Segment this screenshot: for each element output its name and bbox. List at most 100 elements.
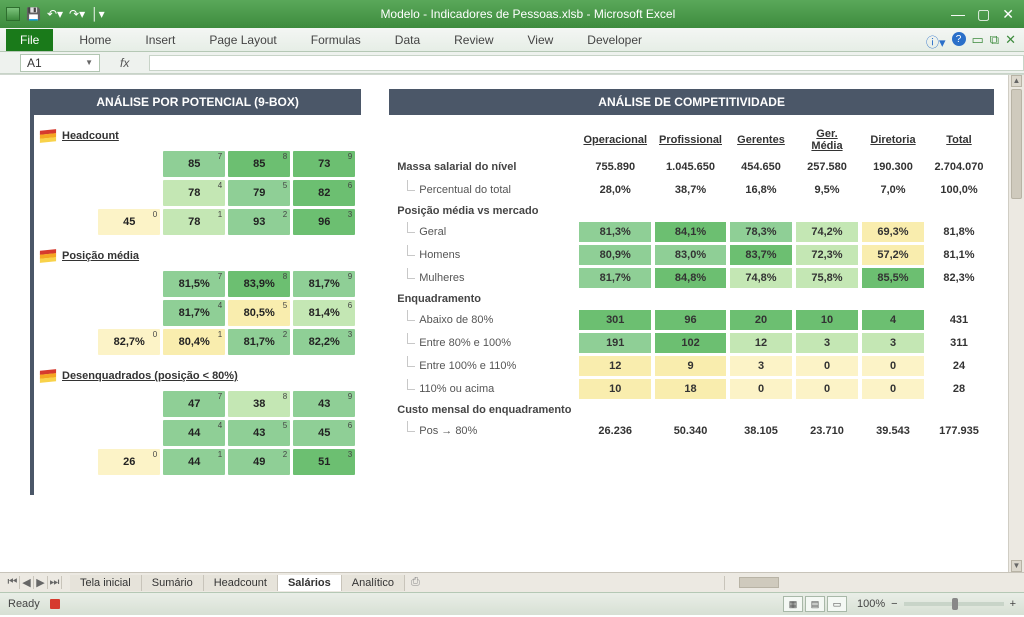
- ribbon-tab-formulas[interactable]: Formulas: [303, 29, 369, 51]
- row-total: 100,0%: [928, 180, 990, 200]
- nine-box-cell: 81,7%9: [293, 271, 355, 297]
- row-label: Homens: [393, 245, 575, 265]
- ribbon-tab-page-layout[interactable]: Page Layout: [201, 29, 284, 51]
- table-cell: 0: [796, 356, 858, 376]
- row-label: Percentual do total: [393, 180, 575, 200]
- scroll-up-icon[interactable]: ▲: [1011, 75, 1022, 87]
- table-cell: 96: [655, 310, 726, 330]
- col-header: Total: [928, 126, 990, 154]
- table-cell: 12: [579, 356, 651, 376]
- sheet-tab-headcount[interactable]: Headcount: [204, 575, 278, 591]
- ribbon-tab-view[interactable]: View: [520, 29, 562, 51]
- close-button[interactable]: ✕: [1002, 6, 1014, 23]
- maximize-button[interactable]: ▢: [977, 6, 990, 23]
- minimize-button[interactable]: —: [951, 6, 965, 22]
- row-label: Abaixo de 80%: [393, 310, 575, 330]
- row-total: 311: [928, 333, 990, 353]
- vertical-scrollbar[interactable]: ▲ ▼: [1008, 75, 1024, 572]
- undo-icon[interactable]: ↶▾: [47, 7, 63, 21]
- nine-box-cell: 492: [228, 449, 290, 475]
- table-cell: 755.890: [579, 157, 651, 177]
- formula-input[interactable]: [149, 55, 1024, 71]
- sheet-nav-prev-icon[interactable]: ◀: [20, 576, 34, 589]
- view-buttons: ▦ ▤ ▭: [783, 596, 847, 612]
- ribbon-tab-data[interactable]: Data: [387, 29, 428, 51]
- table-cell: 85,5%: [862, 268, 924, 288]
- nine-box-cell: 781: [163, 209, 225, 235]
- row-total: 431: [928, 310, 990, 330]
- redo-icon[interactable]: ↷▾: [69, 7, 85, 21]
- title-bar: 💾 ↶▾ ↷▾ │▾ Modelo - Indicadores de Pesso…: [0, 0, 1024, 28]
- save-icon[interactable]: 💾: [26, 7, 41, 21]
- qat-customize-icon[interactable]: │▾: [91, 7, 105, 21]
- scroll-thumb[interactable]: [1011, 89, 1022, 199]
- scroll-down-icon[interactable]: ▼: [1011, 560, 1022, 572]
- zoom-slider[interactable]: [904, 602, 1004, 606]
- col-header: Diretoria: [862, 126, 924, 154]
- nine-box-cell: 456: [293, 420, 355, 446]
- page-layout-view-button[interactable]: ▤: [805, 596, 825, 612]
- minimize-ribbon-icon[interactable]: ▭: [972, 32, 984, 51]
- sheet-nav-next-icon[interactable]: ▶: [34, 576, 48, 589]
- ribbon-tabs: File Home Insert Page Layout Formulas Data Re…: [0, 28, 1024, 52]
- nine-box-cell: 795: [228, 180, 290, 206]
- table-cell: 39.543: [862, 421, 924, 441]
- table-cell: 16,8%: [730, 180, 792, 200]
- table-cell: 26.236: [579, 421, 651, 441]
- nine-box-cell: 963: [293, 209, 355, 235]
- macro-record-icon[interactable]: [50, 599, 60, 609]
- table-cell: 81,3%: [579, 222, 651, 242]
- right-panel-title: ANÁLISE DE COMPETITIVIDADE: [389, 89, 994, 115]
- nine-box-cell: 80,5%5: [228, 300, 290, 326]
- name-box[interactable]: A1▼: [20, 54, 100, 72]
- window-close-icon[interactable]: ✕: [1005, 32, 1016, 51]
- sheet-tab-salários[interactable]: Salários: [278, 575, 342, 591]
- chevron-down-icon[interactable]: ▼: [85, 58, 93, 67]
- file-tab[interactable]: File: [6, 29, 53, 51]
- nine-box-cell: 81,7%2: [228, 329, 290, 355]
- row-label: Entre 80% e 100%: [393, 333, 575, 353]
- col-header: Profissional: [655, 126, 726, 154]
- normal-view-button[interactable]: ▦: [783, 596, 803, 612]
- sheet-nav-first-icon[interactable]: ⏮: [6, 576, 20, 589]
- status-bar: Ready ▦ ▤ ▭ 100% − +: [0, 592, 1024, 615]
- table-cell: 9: [655, 356, 726, 376]
- competitiveness-table: OperacionalProfissionalGerentesGer. Médi…: [389, 123, 994, 444]
- horizontal-scrollbar[interactable]: [724, 576, 1024, 590]
- sheet-tab-sumário[interactable]: Sumário: [142, 575, 204, 591]
- ribbon-tab-home[interactable]: Home: [71, 29, 119, 51]
- nine-box-cell: 82,7%0: [98, 329, 160, 355]
- hscroll-thumb[interactable]: [739, 577, 779, 588]
- window-restore-icon[interactable]: ⧉: [990, 32, 999, 51]
- ribbon-tab-insert[interactable]: Insert: [137, 29, 183, 51]
- zoom-knob[interactable]: [952, 598, 958, 610]
- nine-box-cell: 441: [163, 449, 225, 475]
- ribbon-tab-review[interactable]: Review: [446, 29, 501, 51]
- sheet-tab-tela-inicial[interactable]: Tela inicial: [70, 575, 142, 591]
- nine-box-cell: 435: [228, 420, 290, 446]
- sheet-nav-last-icon[interactable]: ⏭: [48, 576, 62, 589]
- row-total: 81,8%: [928, 222, 990, 242]
- nine-box-cell: [98, 300, 160, 326]
- row-total: 81,1%: [928, 245, 990, 265]
- row-label: Geral: [393, 222, 575, 242]
- ribbon-tab-developer[interactable]: Developer: [579, 29, 650, 51]
- zoom-out-button[interactable]: −: [891, 598, 897, 610]
- table-cell: 78,3%: [730, 222, 792, 242]
- help-icon[interactable]: ⓘ▾: [926, 32, 946, 51]
- zoom-level[interactable]: 100%: [857, 598, 885, 610]
- help-question-icon[interactable]: ?: [952, 32, 966, 46]
- table-cell: 0: [862, 356, 924, 376]
- page-break-view-button[interactable]: ▭: [827, 596, 847, 612]
- new-sheet-icon[interactable]: ⎙: [405, 574, 426, 591]
- row-label: Mulheres: [393, 268, 575, 288]
- table-cell: 83,0%: [655, 245, 726, 265]
- row-total: 82,3%: [928, 268, 990, 288]
- sheet-tab-analítico[interactable]: Analítico: [342, 575, 405, 591]
- quick-access-toolbar: 💾 ↶▾ ↷▾ │▾: [0, 7, 105, 21]
- zoom-in-button[interactable]: +: [1010, 598, 1016, 610]
- fx-icon[interactable]: fx: [120, 56, 129, 70]
- row-label: Pos → 80%: [393, 421, 575, 441]
- row-total: 177.935: [928, 421, 990, 441]
- table-cell: 69,3%: [862, 222, 924, 242]
